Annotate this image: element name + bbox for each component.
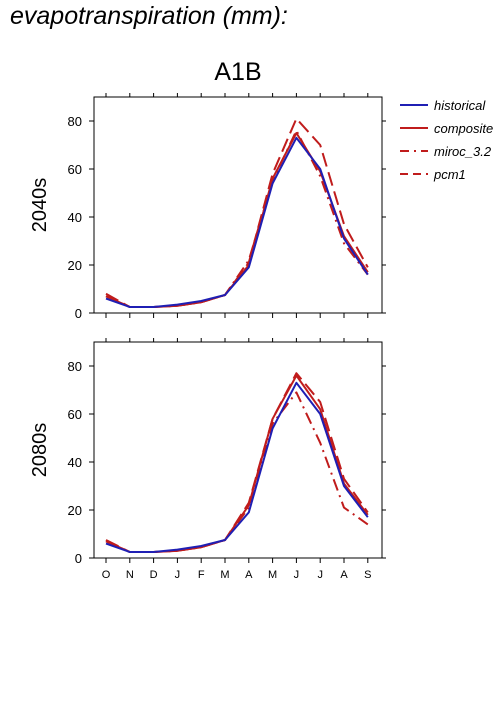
legend-label-miroc: miroc_3.2 bbox=[434, 144, 492, 159]
plot-frame bbox=[93, 96, 383, 314]
page-title: evapotranspiration (mm): bbox=[10, 2, 288, 30]
y-tick-label: 0 bbox=[75, 306, 82, 321]
series-line-historical bbox=[105, 136, 369, 308]
row-label: 2080s bbox=[29, 423, 51, 478]
scenario-title: A1B bbox=[214, 58, 261, 86]
y-tick-label: 80 bbox=[68, 359, 82, 374]
x-tick-label: S bbox=[364, 569, 371, 581]
x-tick-label: N bbox=[126, 569, 134, 581]
x-tick-label: J bbox=[317, 569, 323, 581]
legend-label-historical: historical bbox=[434, 98, 486, 113]
row-label: 2040s bbox=[29, 178, 51, 233]
x-tick-label: J bbox=[175, 569, 181, 581]
series-line-miroc bbox=[105, 129, 369, 308]
y-tick-label: 60 bbox=[68, 407, 82, 422]
y-tick-label: 40 bbox=[68, 210, 82, 225]
x-tick-label: A bbox=[245, 569, 253, 581]
y-tick-label: 40 bbox=[68, 455, 82, 470]
x-tick-label: A bbox=[340, 569, 348, 581]
y-tick-label: 80 bbox=[68, 114, 82, 129]
y-tick-label: 60 bbox=[68, 162, 82, 177]
x-tick-label: D bbox=[150, 569, 158, 581]
plot-frame bbox=[93, 341, 383, 559]
x-tick-label: J bbox=[294, 569, 300, 581]
x-tick-label: O bbox=[102, 569, 111, 581]
legend-label-composite: composite bbox=[434, 121, 493, 136]
y-tick-label: 20 bbox=[68, 503, 82, 518]
x-tick-label: M bbox=[268, 569, 277, 581]
legend-label-pcm1: pcm1 bbox=[433, 167, 466, 182]
x-tick-label: M bbox=[220, 569, 229, 581]
y-tick-label: 20 bbox=[68, 258, 82, 273]
y-tick-label: 0 bbox=[75, 551, 82, 566]
series-line-miroc bbox=[105, 391, 369, 553]
series-line-historical bbox=[105, 381, 369, 553]
x-tick-label: F bbox=[198, 569, 205, 581]
